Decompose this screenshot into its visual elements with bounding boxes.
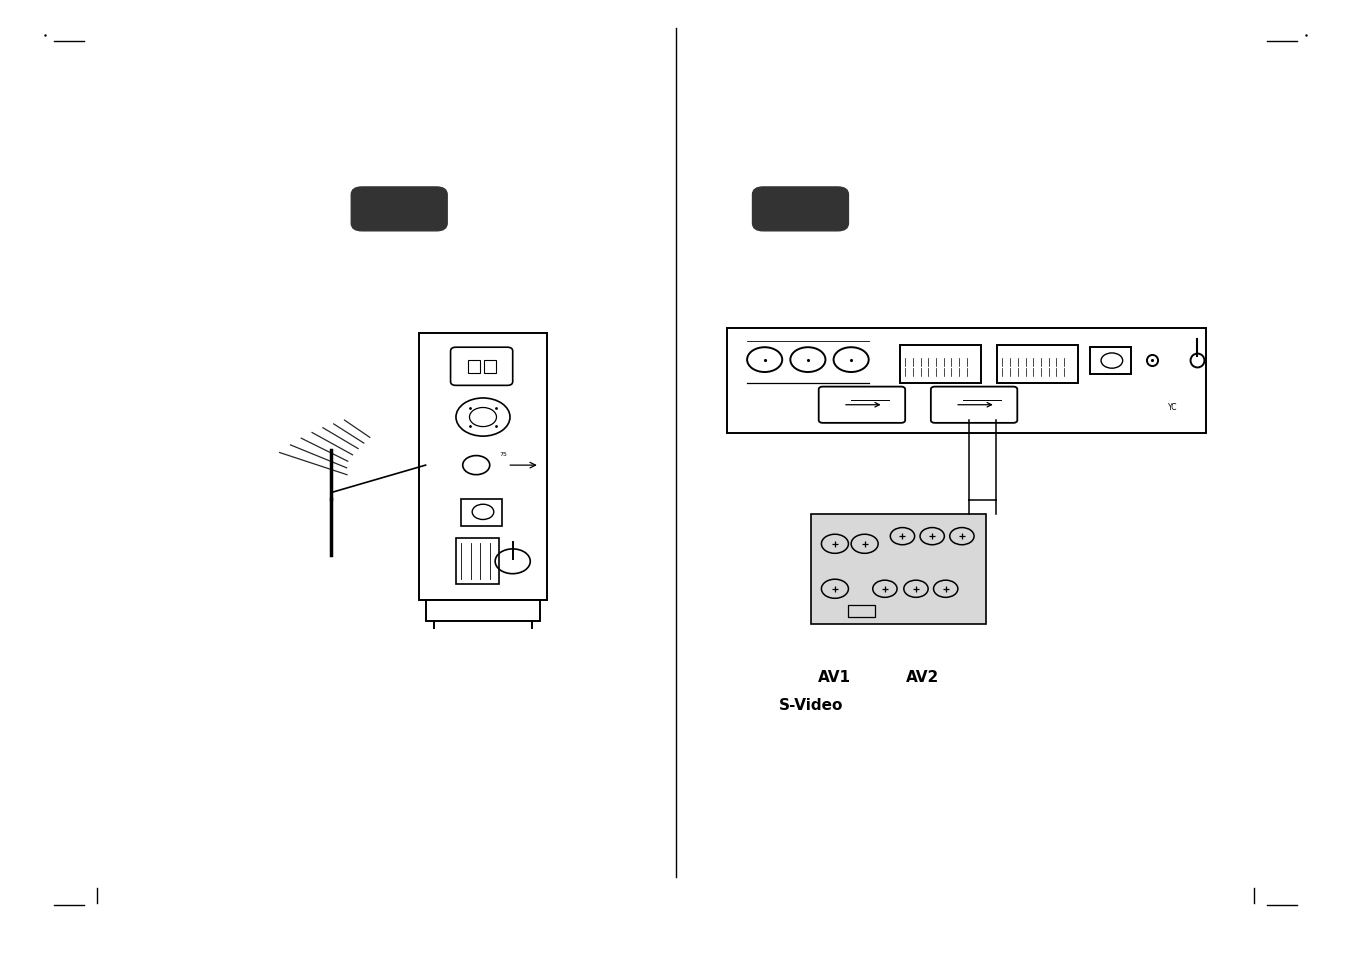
- Text: S-Video: S-Video: [778, 698, 843, 713]
- Circle shape: [934, 580, 958, 598]
- Text: AV1: AV1: [819, 669, 851, 684]
- Circle shape: [920, 528, 944, 545]
- FancyBboxPatch shape: [931, 387, 1017, 423]
- Bar: [426, 600, 540, 621]
- FancyBboxPatch shape: [753, 188, 848, 232]
- Bar: [484, 360, 496, 374]
- Bar: [419, 334, 547, 600]
- Bar: [997, 345, 1078, 383]
- FancyBboxPatch shape: [819, 387, 905, 423]
- Circle shape: [890, 528, 915, 545]
- Circle shape: [821, 579, 848, 598]
- Bar: [1090, 348, 1131, 375]
- Bar: [467, 360, 480, 374]
- Circle shape: [873, 580, 897, 598]
- Bar: [727, 329, 1206, 434]
- Bar: [811, 515, 986, 624]
- Text: 75: 75: [500, 452, 507, 456]
- Circle shape: [834, 348, 869, 373]
- FancyBboxPatch shape: [351, 188, 447, 232]
- Circle shape: [821, 535, 848, 554]
- Circle shape: [747, 348, 782, 373]
- Text: YC: YC: [1167, 403, 1178, 412]
- Circle shape: [790, 348, 825, 373]
- Circle shape: [950, 528, 974, 545]
- Circle shape: [904, 580, 928, 598]
- Text: AV2: AV2: [907, 669, 939, 684]
- Circle shape: [851, 535, 878, 554]
- Bar: [461, 500, 501, 527]
- Bar: [848, 605, 875, 618]
- Bar: [455, 538, 499, 584]
- Bar: [900, 345, 981, 383]
